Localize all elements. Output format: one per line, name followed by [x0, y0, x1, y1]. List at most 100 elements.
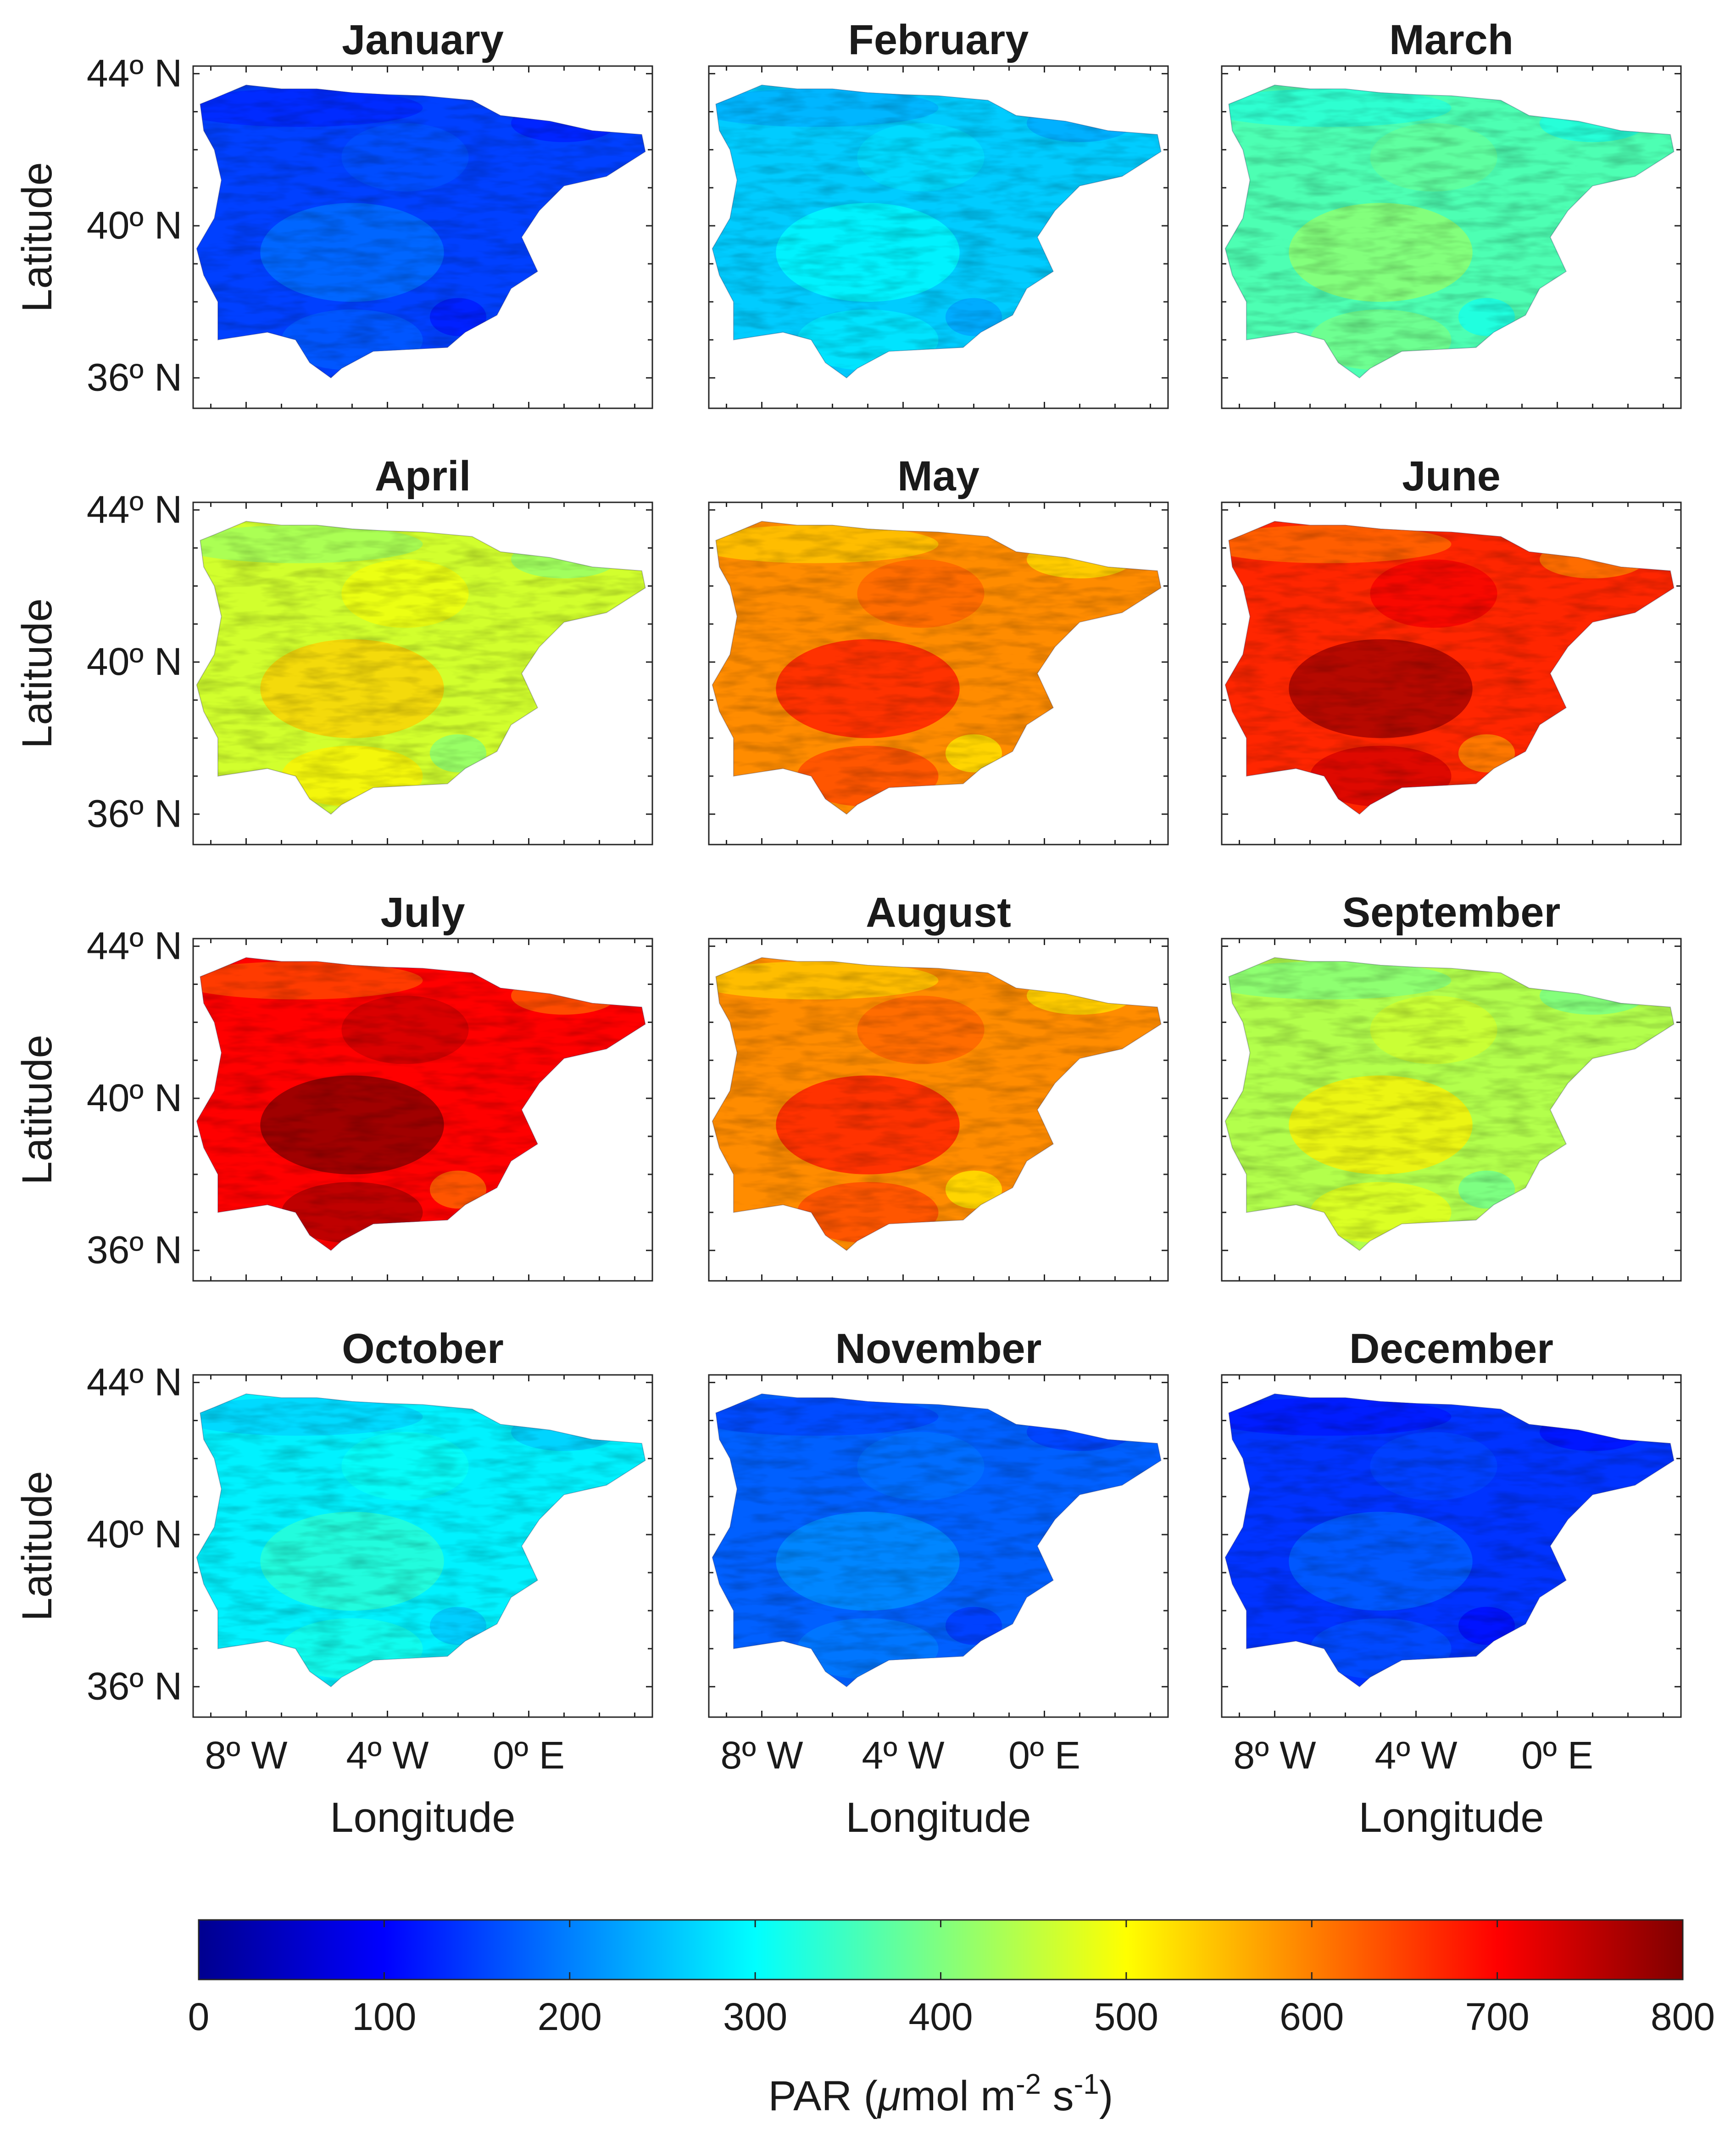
- panel-april: April 44º N 40º N 36º N Latitude: [14, 453, 653, 845]
- panel-title: March: [1389, 17, 1513, 63]
- panel-title: February: [848, 17, 1029, 63]
- colorbar-tick-label: 100: [352, 1995, 416, 2038]
- panel-january: January 44º N 40º N 36º N Latitude: [14, 17, 653, 409]
- lon-tick-label: 4º W: [862, 1734, 944, 1777]
- lat-tick-label: 40º N: [87, 1513, 182, 1556]
- heatmap-june: [1225, 521, 1674, 814]
- panel-may: May: [708, 453, 1169, 845]
- panel-july: July 44º N 40º N 36º N Latitude: [14, 889, 653, 1282]
- heatmap-texture: [1225, 85, 1674, 378]
- x-axis-label: Longitude: [1358, 1794, 1544, 1841]
- coastline: [712, 84, 1162, 378]
- coastline: [196, 1393, 646, 1687]
- y-axis-label: Latitude: [14, 1471, 61, 1621]
- lat-tick-label: 44º N: [87, 1361, 182, 1404]
- panel-title: November: [835, 1325, 1042, 1372]
- panel-title: October: [342, 1325, 504, 1372]
- colorbar-tick-label: 400: [908, 1995, 973, 2038]
- panel-october: October 44º N 40º N 36º N Latitude 8º W 4º W 0º…: [14, 1325, 653, 1841]
- lon-tick-label: 4º W: [1374, 1734, 1457, 1777]
- heatmap-august: [712, 957, 1161, 1251]
- heatmap-january: [196, 85, 645, 378]
- lat-tick-label: 36º N: [87, 1229, 182, 1272]
- heatmap-texture: [1225, 521, 1674, 814]
- heatmap-october: [196, 1394, 645, 1687]
- panel-title: May: [897, 453, 979, 500]
- colorbar-tick-label: 300: [723, 1995, 787, 2038]
- panel-february: February: [708, 17, 1169, 409]
- coastline: [196, 521, 646, 815]
- heatmap-texture: [1225, 957, 1674, 1251]
- lon-tick-label: 8º W: [720, 1734, 803, 1777]
- colorbar-tick-label: 0: [188, 1995, 210, 2038]
- panel-november: November 8º W 4º W 0º E Longitude: [708, 1325, 1169, 1841]
- panel-june: June: [1221, 453, 1682, 845]
- colorbar-tick-label: 600: [1280, 1995, 1344, 2038]
- lon-tick-label: 4º W: [346, 1734, 428, 1777]
- panel-title: September: [1342, 889, 1561, 936]
- colorbar-tick-label: 500: [1094, 1995, 1158, 2038]
- y-axis-label: Latitude: [14, 598, 61, 748]
- heatmap-texture: [196, 85, 645, 378]
- panel-title: August: [866, 889, 1011, 936]
- y-axis-label: Latitude: [14, 162, 61, 312]
- lat-tick-label: 40º N: [87, 204, 182, 247]
- coastline: [712, 1393, 1162, 1687]
- lat-tick-label: 40º N: [87, 1076, 182, 1119]
- lon-tick-label: 0º E: [1008, 1734, 1080, 1777]
- lon-tick-label: 0º E: [1521, 1734, 1593, 1777]
- coastline: [712, 957, 1162, 1251]
- colorbar-label-prefix: PAR (: [768, 2073, 878, 2119]
- lat-tick-label: 44º N: [87, 488, 182, 531]
- heatmap-september: [1225, 957, 1674, 1251]
- panel-december: December 8º W 4º W 0º E Longitude: [1221, 1325, 1682, 1841]
- heatmap-march: [1225, 85, 1674, 378]
- lat-tick-label: 44º N: [87, 52, 182, 95]
- lat-tick-label: 36º N: [87, 1665, 182, 1708]
- colorbar-tick-label: 800: [1651, 1995, 1715, 2038]
- panel-grid: January 44º N 40º N 36º N Latitude February Ma…: [14, 17, 1682, 1841]
- colorbar: 0 100 200 300 400 500 600 700 800 PAR (μmol m-2 s…: [188, 1919, 1715, 2119]
- panel-title: December: [1349, 1325, 1553, 1372]
- x-axis-label: Longitude: [846, 1794, 1031, 1841]
- heatmap-texture: [712, 85, 1161, 378]
- heatmap-texture: [196, 1394, 645, 1687]
- colorbar-label-s: s: [1041, 2073, 1074, 2119]
- coastline: [196, 957, 646, 1251]
- coastline: [1224, 1393, 1675, 1687]
- panel-march: March: [1221, 17, 1682, 409]
- panel-august: August: [708, 889, 1169, 1282]
- colorbar-label-suffix: ): [1099, 2073, 1113, 2119]
- lat-tick-label: 36º N: [87, 356, 182, 399]
- colorbar-label-exponent: -1: [1074, 2069, 1099, 2100]
- panel-title: June: [1402, 453, 1501, 500]
- heatmap-november: [712, 1394, 1161, 1687]
- heatmap-texture: [712, 957, 1161, 1251]
- heatmap-april: [196, 521, 645, 814]
- panel-title: April: [375, 453, 471, 500]
- heatmap-texture: [712, 521, 1161, 814]
- colorbar-gradient: [199, 1920, 1683, 1980]
- coastline: [196, 84, 646, 378]
- heatmap-texture: [1225, 1394, 1674, 1687]
- coastline: [1224, 84, 1675, 378]
- heatmap-texture: [712, 1394, 1161, 1687]
- heatmap-texture: [196, 521, 645, 814]
- colorbar-tick-label: 700: [1465, 1995, 1530, 2038]
- coastline: [712, 521, 1162, 815]
- x-axis-label: Longitude: [330, 1794, 515, 1841]
- lat-tick-label: 44º N: [87, 924, 182, 968]
- lon-tick-label: 0º E: [493, 1734, 565, 1777]
- heatmap-texture: [196, 957, 645, 1251]
- heatmap-december: [1225, 1394, 1674, 1687]
- heatmap-february: [712, 85, 1161, 378]
- lon-tick-label: 8º W: [1233, 1734, 1316, 1777]
- colorbar-label: PAR (μmol m-2 s-1): [768, 2069, 1113, 2119]
- colorbar-label-mol: mol m: [901, 2073, 1016, 2119]
- colorbar-label-exponent: -2: [1016, 2069, 1041, 2100]
- y-axis-label: Latitude: [14, 1034, 61, 1185]
- coastline: [1224, 957, 1675, 1251]
- panel-september: September: [1221, 889, 1682, 1282]
- panel-title: January: [342, 17, 504, 63]
